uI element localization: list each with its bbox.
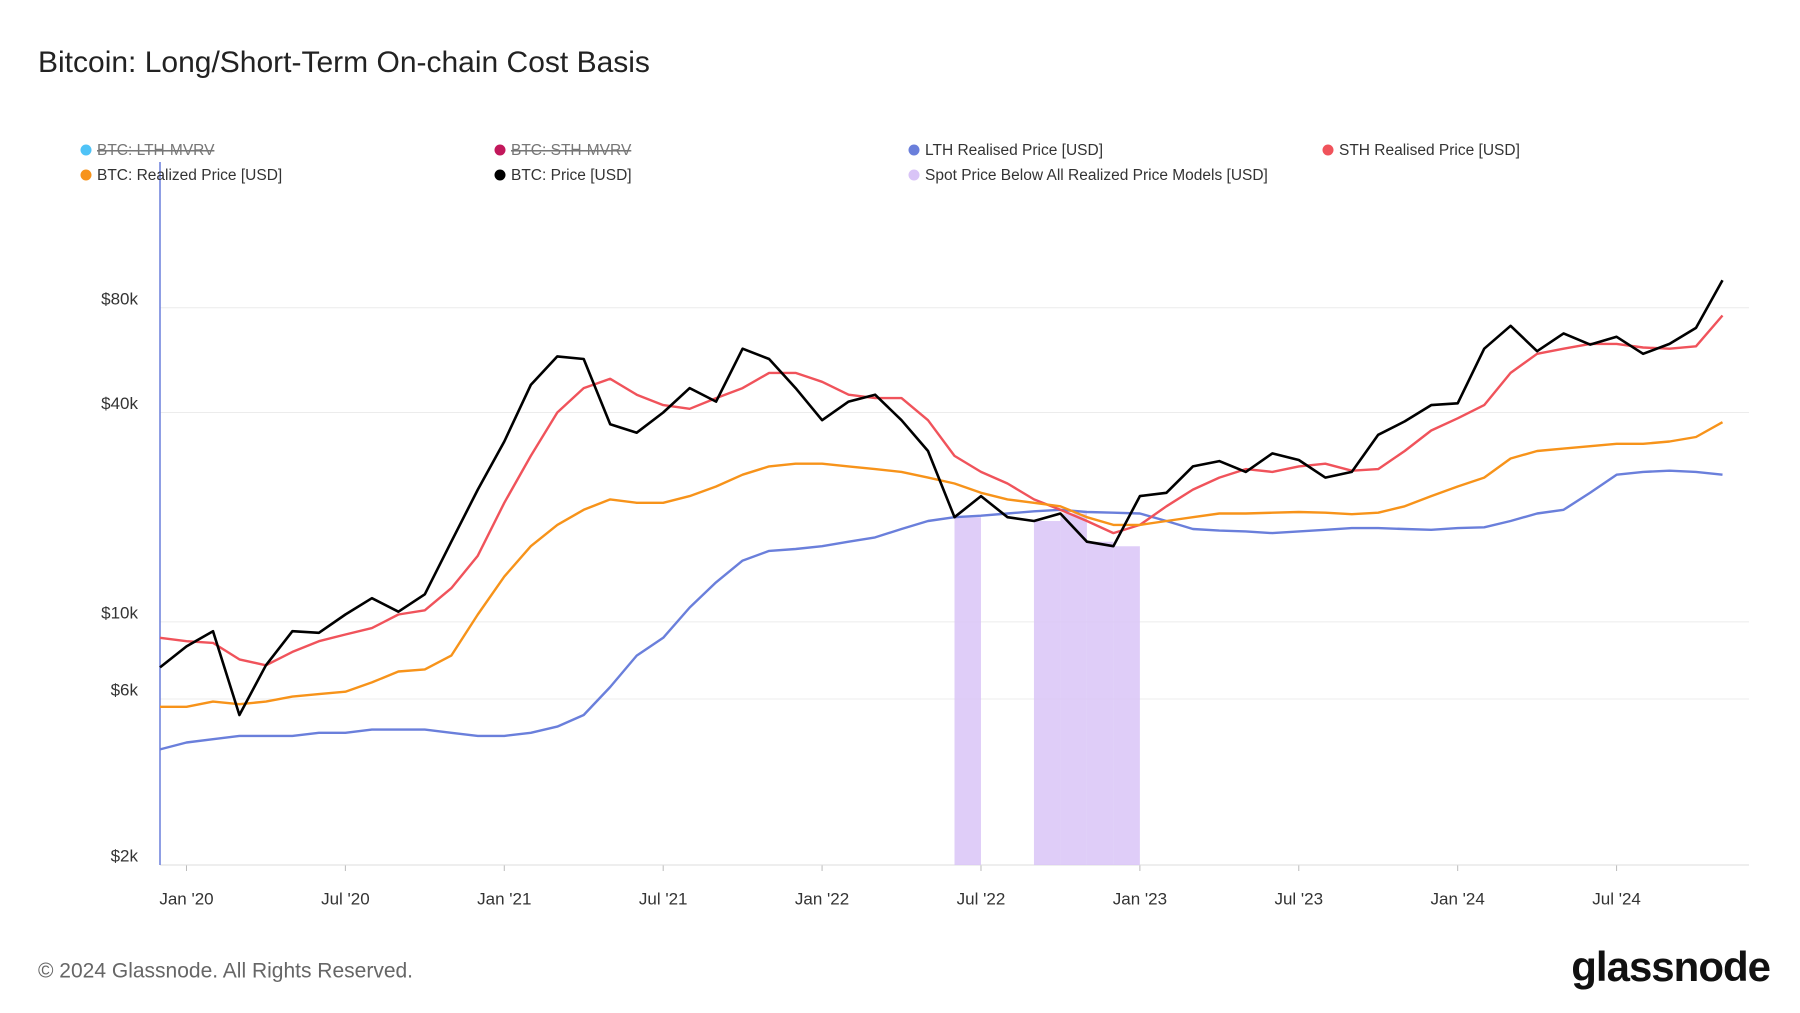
legend-label: BTC: LTH-MVRV	[97, 142, 215, 159]
legend-marker	[80, 144, 92, 156]
brand-logo: glassnode	[1571, 943, 1770, 990]
series-line	[159, 279, 1724, 717]
x-tick-label: Jul '21	[639, 889, 688, 908]
legend-marker	[908, 169, 920, 181]
x-tick-label: Jul '23	[1274, 889, 1323, 908]
legend-label: LTH Realised Price [USD]	[925, 142, 1103, 159]
legend-marker	[494, 169, 506, 181]
series-line	[159, 469, 1723, 751]
x-tick-label: Jan '20	[159, 889, 213, 908]
x-tick-label: Jan '21	[477, 889, 531, 908]
legend-label: BTC: Realized Price [USD]	[97, 167, 282, 184]
series-line	[160, 421, 1724, 708]
highlight-bar	[1060, 513, 1087, 865]
x-tick-label: Jul '20	[321, 889, 370, 908]
legend-marker	[908, 144, 920, 156]
footer: © 2024 Glassnode. All Rights Reserved.	[38, 960, 413, 983]
x-tick-label: Jan '23	[1113, 889, 1167, 908]
x-tick-label: Jul '24	[1592, 889, 1641, 908]
legend-label: BTC: STH-MVRV	[511, 142, 632, 159]
legend-label: BTC: Price [USD]	[511, 167, 632, 184]
x-tick-label: Jan '22	[795, 889, 849, 908]
y-tick-label: $2k	[111, 846, 139, 865]
y-tick-label: $6k	[111, 681, 139, 700]
y-tick-label: $40k	[101, 394, 138, 413]
legend-marker	[80, 169, 92, 181]
highlight-bar	[1113, 546, 1140, 865]
y-tick-label: $10k	[101, 603, 138, 622]
y-tick-label: $80k	[101, 289, 138, 308]
highlight-bar	[954, 517, 981, 865]
x-tick-label: Jan '24	[1431, 889, 1485, 908]
legend-label: Spot Price Below All Realized Price Mode…	[925, 167, 1268, 184]
legend-marker	[494, 144, 506, 156]
legend-label: STH Realised Price [USD]	[1339, 142, 1520, 159]
highlight-bar	[1033, 521, 1061, 865]
legend-marker	[1322, 144, 1334, 156]
chart-title: Bitcoin: Long/Short-Term On-chain Cost B…	[38, 46, 650, 79]
highlight-bar	[1086, 541, 1114, 865]
x-tick-label: Jul '22	[957, 889, 1006, 908]
series-line	[159, 314, 1724, 667]
